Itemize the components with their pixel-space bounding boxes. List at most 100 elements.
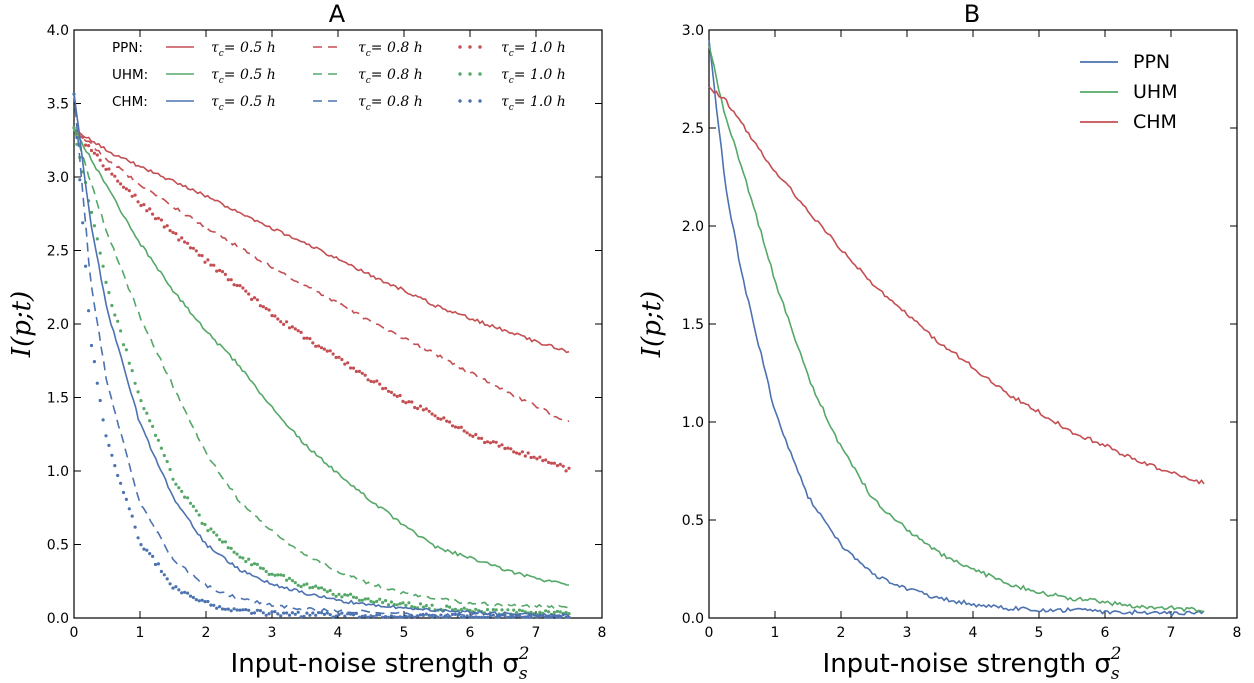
data-point: [497, 615, 501, 619]
data-point: [267, 612, 271, 616]
data-point: [512, 450, 516, 454]
data-point: [491, 440, 495, 444]
data-point: [232, 550, 236, 554]
data-point: [183, 495, 187, 499]
x-tick-label: 0: [705, 625, 714, 641]
data-point: [220, 270, 225, 274]
legend-entry-tau: τ: [501, 40, 509, 56]
y-tick-label: 2.0: [47, 317, 69, 333]
data-point: [471, 615, 475, 619]
data-point: [252, 562, 257, 566]
data-point: [351, 366, 356, 370]
data-point: [384, 599, 388, 603]
legend-entry-label: τc= 0.8 h: [358, 40, 423, 59]
data-point: [104, 434, 108, 438]
data-point: [384, 386, 388, 390]
data-point: [404, 603, 408, 608]
data-point: [477, 615, 481, 619]
legend-entry-label: τc= 0.5 h: [211, 67, 276, 86]
data-point: [366, 615, 370, 619]
data-point: [372, 380, 376, 384]
legend-entry-sub: c: [366, 103, 371, 113]
data-point: [378, 613, 382, 617]
data-point: [389, 600, 393, 604]
data-point: [424, 612, 428, 616]
panel-a-x-axis-label-text: Input-noise strength σ: [231, 649, 519, 679]
data-point: [212, 603, 216, 607]
data-point: [322, 588, 326, 592]
data-point: [229, 546, 233, 550]
legend-entry-tau: τ: [358, 40, 366, 56]
data-point: [317, 611, 321, 615]
data-point: [247, 557, 251, 561]
legend-swatch-dot: [468, 45, 472, 49]
legend-swatch-dot: [468, 72, 472, 76]
legend-entry-label: τc= 0.5 h: [211, 40, 276, 59]
data-point: [180, 591, 184, 595]
data-point: [72, 92, 76, 96]
data-point: [354, 596, 358, 600]
data-point: [209, 263, 213, 267]
data-point: [302, 614, 306, 619]
data-point: [372, 615, 376, 619]
legend-entry-tau: τ: [358, 94, 366, 110]
data-point: [98, 251, 102, 255]
data-point: [209, 527, 213, 531]
data-point: [215, 533, 219, 537]
data-point: [363, 597, 367, 601]
series-line: [73, 127, 570, 586]
data-point: [547, 610, 551, 614]
data-point: [273, 573, 277, 577]
data-point: [354, 369, 358, 374]
legend-entry-tau: τ: [211, 40, 219, 56]
data-point: [186, 591, 190, 595]
data-point: [331, 592, 335, 596]
y-tick-label: 3.0: [682, 23, 704, 39]
data-point: [264, 569, 268, 574]
data-point: [515, 611, 519, 615]
data-point: [517, 614, 522, 618]
data-point: [538, 613, 542, 617]
data-point: [183, 240, 187, 244]
data-point: [520, 609, 525, 613]
data-point: [203, 260, 207, 264]
legend-entry-value: = 0.5 h: [224, 94, 276, 110]
data-point: [462, 606, 466, 610]
data-point: [223, 607, 227, 611]
data-point: [92, 360, 96, 364]
data-point: [494, 615, 498, 619]
data-point: [238, 555, 242, 559]
data-point: [529, 615, 533, 619]
data-point: [302, 336, 306, 340]
data-point: [544, 458, 548, 462]
data-point: [541, 459, 545, 463]
data-point: [121, 490, 126, 495]
data-point: [314, 613, 318, 617]
x-tick-label: 3: [903, 625, 912, 641]
data-point: [331, 615, 335, 619]
data-point: [322, 612, 326, 617]
data-point: [544, 615, 548, 619]
legend-entry-label: τc= 0.8 h: [358, 94, 423, 113]
data-point: [191, 595, 195, 600]
data-point: [372, 600, 376, 605]
data-point: [113, 313, 117, 317]
data-point: [468, 433, 472, 437]
data-point: [555, 609, 560, 614]
y-tick-label: 0.5: [682, 513, 704, 529]
legend-entry-label: τc= 1.0 h: [501, 67, 566, 86]
legend-entry-value: = 1.0 h: [514, 94, 566, 110]
data-point: [503, 613, 507, 618]
data-point: [555, 464, 560, 468]
data-point: [81, 221, 85, 225]
data-point: [340, 595, 344, 599]
data-point: [95, 381, 99, 385]
panel-b-x-ticks: 0 1 2 3 4 5 6 7 8: [705, 30, 1241, 641]
data-point: [162, 225, 166, 229]
data-point: [215, 606, 219, 610]
data-point: [305, 582, 309, 586]
data-point: [121, 185, 126, 189]
y-tick-label: 1.0: [47, 464, 69, 480]
legend-entry-value: = 0.5 h: [224, 40, 276, 56]
